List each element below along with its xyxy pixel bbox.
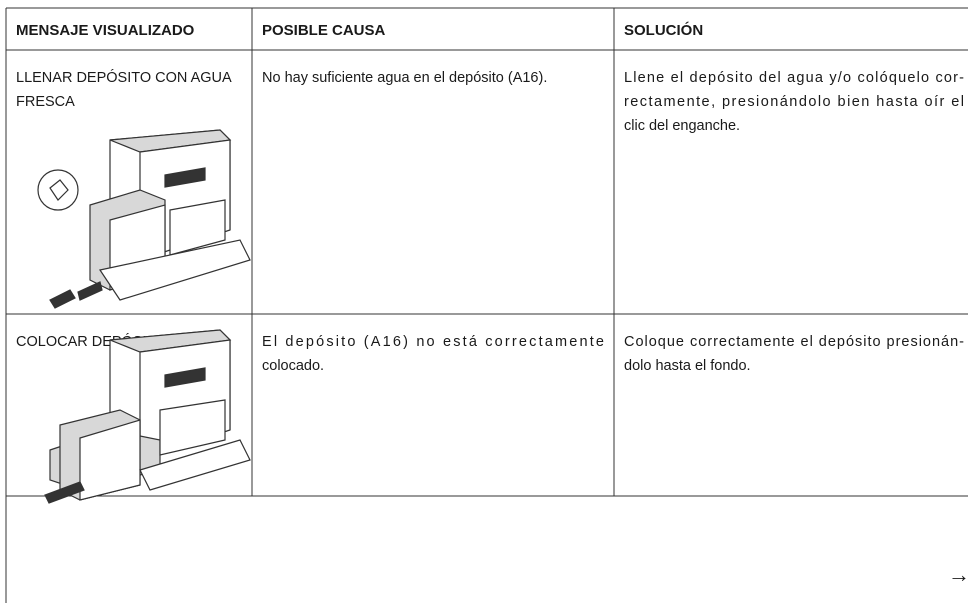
header-cell: MENSAJE VISUALIZADO	[16, 22, 195, 39]
cell-line: Llene el depósito del agua y/o colóquelo…	[624, 70, 964, 86]
cell-line: El depósito (A16) no está correctamente	[262, 334, 604, 350]
next-arrow: →	[948, 562, 968, 587]
header-cell: SOLUCIÓN	[624, 21, 703, 39]
table-grid	[5, 7, 968, 603]
cell-line: rectamente, presionándolo bien hasta oír…	[624, 94, 964, 110]
machine-illustration	[37, 129, 251, 309]
cell-line: dolo hasta el fondo.	[624, 358, 751, 374]
cell-line: Coloque correctamente el depósito presio…	[624, 334, 964, 350]
header-cell: POSIBLE CAUSA	[262, 22, 386, 39]
cell-line: clic del enganche.	[624, 118, 740, 134]
cell-line: No hay suficiente agua en el depósito (A…	[262, 70, 547, 86]
cell-line: colocado.	[262, 358, 324, 374]
cell-line: LLENAR DEPÓSITO CON AGUA	[16, 69, 232, 86]
cell-line: FRESCA	[16, 94, 75, 110]
machine-illustration	[44, 329, 251, 504]
